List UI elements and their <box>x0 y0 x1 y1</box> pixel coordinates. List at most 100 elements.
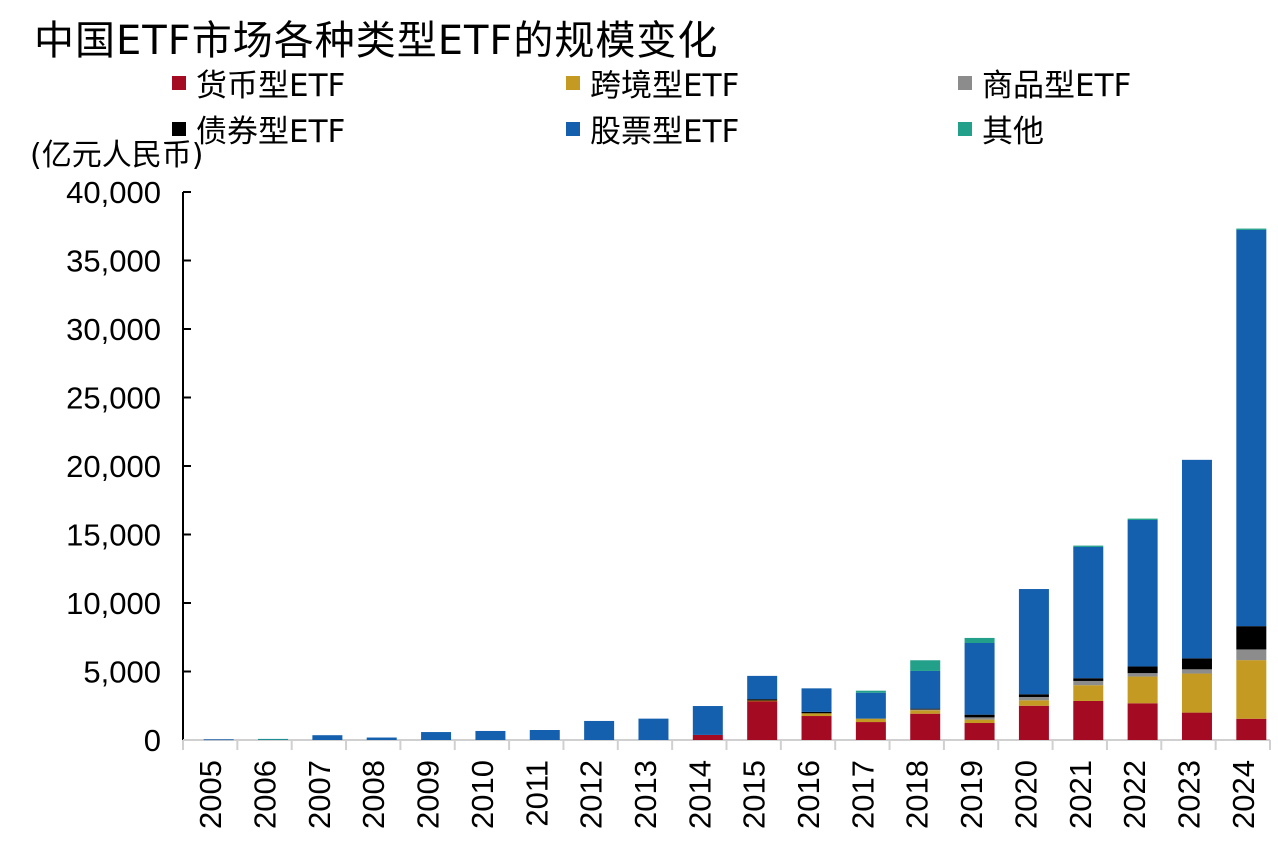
legend-label: 货币型ETF <box>196 68 346 104</box>
bar-segment <box>855 692 886 719</box>
bar-segment <box>638 718 669 740</box>
bar-segment <box>203 739 234 741</box>
legend-swatch <box>958 75 972 90</box>
x-tick-label: 2023 <box>1171 760 1206 829</box>
bar-segment <box>1236 718 1267 740</box>
bar-segment <box>910 670 941 709</box>
bar-segment <box>1127 518 1158 520</box>
legend-label: 其他 <box>982 114 1044 150</box>
bar-segment <box>855 690 886 693</box>
bar-segment <box>1018 694 1049 697</box>
x-tick-label: 2024 <box>1226 760 1261 829</box>
bar-segment <box>692 706 723 735</box>
bar-segment <box>1018 696 1049 701</box>
x-tick-label: 2018 <box>900 760 935 829</box>
bar-segment <box>1073 680 1104 686</box>
bar-segment <box>366 737 397 740</box>
x-tick-label: 2012 <box>574 760 609 829</box>
y-tick-label: 35,000 <box>66 244 161 279</box>
legend-swatch <box>172 121 186 136</box>
bar-segment <box>910 708 941 710</box>
bar-segment <box>910 710 941 714</box>
legend-label: 债券型ETF <box>196 114 346 150</box>
bar-segment <box>692 734 723 740</box>
bar-segment <box>747 700 778 740</box>
bar-segment <box>964 714 995 718</box>
x-tick-label: 2015 <box>737 760 772 829</box>
bar-segment <box>1236 626 1267 650</box>
y-tick-label: 5,000 <box>83 655 161 690</box>
legend-label: 跨境型ETF <box>590 68 740 104</box>
y-tick-label: 15,000 <box>66 518 161 553</box>
bar-segment <box>1127 673 1158 677</box>
legend-item: 货币型ETF <box>172 60 345 105</box>
x-tick-label: 2016 <box>791 760 826 829</box>
bar-segment <box>1073 545 1104 547</box>
bar-segment <box>1018 589 1049 695</box>
legend-label: 股票型ETF <box>590 114 740 150</box>
legend-item: 商品型ETF <box>958 60 1131 105</box>
bar-segment <box>1073 678 1104 681</box>
bar-segment <box>1181 673 1212 713</box>
legend-item: 债券型ETF <box>172 106 345 151</box>
chart-title: 中国ETF市场各种类型ETF的规模变化 <box>34 18 719 64</box>
bar-segment <box>1236 229 1267 627</box>
bar-segment <box>1181 459 1212 659</box>
legend-swatch <box>958 121 972 136</box>
bar-segment <box>1236 228 1267 230</box>
y-tick-label: 40,000 <box>66 175 161 210</box>
bar-segment <box>1181 669 1212 674</box>
bar-segment <box>801 713 832 717</box>
bar-segment <box>421 732 452 740</box>
bar-segment <box>964 717 995 720</box>
bar-segment <box>801 716 832 740</box>
x-tick-label: 2019 <box>954 760 989 829</box>
bar-segment <box>1181 712 1212 740</box>
bar-segment <box>801 688 832 712</box>
legend-swatch <box>172 75 186 90</box>
bar-segment <box>855 722 886 740</box>
bar-segment <box>1127 703 1158 740</box>
bar-segment <box>910 660 941 671</box>
x-tick-label: 2005 <box>193 760 228 829</box>
x-tick-label: 2008 <box>356 760 391 829</box>
bar-segment <box>1127 666 1158 674</box>
x-tick-label: 2011 <box>519 760 554 827</box>
x-tick-label: 2014 <box>682 760 717 829</box>
bar-segment <box>964 643 995 715</box>
bar-segment <box>855 718 886 723</box>
bar-segment <box>1073 700 1104 740</box>
bar-segment <box>529 729 560 740</box>
bar-segment <box>1181 658 1212 670</box>
bar-segment <box>747 675 778 700</box>
bar-segment <box>910 709 941 711</box>
y-tick-label: 10,000 <box>66 586 161 621</box>
x-tick-label: 2007 <box>302 760 337 829</box>
y-tick-label: 25,000 <box>66 381 161 416</box>
x-tick-label: 2022 <box>1117 760 1152 829</box>
bar-segment <box>584 720 615 740</box>
bar-segment <box>1073 546 1104 679</box>
bar-segment <box>312 735 343 740</box>
bar-segment <box>910 713 941 740</box>
bar-segment <box>1018 700 1049 706</box>
bar-segment <box>475 730 506 740</box>
y-tick-label: 30,000 <box>66 312 161 347</box>
x-tick-label: 2020 <box>1008 760 1043 829</box>
bar-segment <box>1236 649 1267 661</box>
bar-segment <box>964 637 995 644</box>
legend-item: 跨境型ETF <box>566 60 739 105</box>
y-axis-label: (亿元人民币) <box>30 138 204 173</box>
x-tick-label: 2010 <box>465 760 500 829</box>
bar-segment <box>258 738 289 740</box>
legend-item: 股票型ETF <box>566 106 739 151</box>
bar-segment <box>964 723 995 740</box>
bar-segment <box>1018 705 1049 740</box>
x-tick-label: 2021 <box>1063 760 1098 829</box>
bar-segment <box>801 711 832 714</box>
x-tick-label: 2017 <box>845 760 880 829</box>
y-tick-label: 0 <box>144 723 161 758</box>
legend-swatch <box>566 121 580 136</box>
bar-segment <box>964 719 995 724</box>
